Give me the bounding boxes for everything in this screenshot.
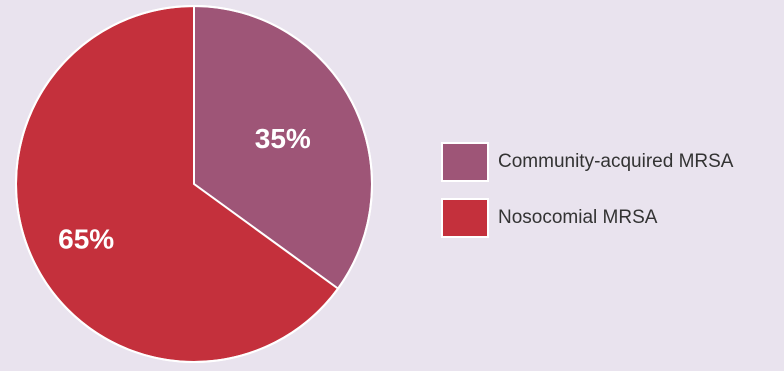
pie-outline	[15, 5, 373, 363]
pie-slice-labels: 35% 65%	[58, 123, 311, 254]
legend-label-community-acquired: Community-acquired MRSA	[498, 151, 734, 172]
legend-label-nosocomial: Nosocomial MRSA	[498, 207, 658, 228]
legend: Community-acquired MRSA Nosocomial MRSA	[441, 142, 781, 254]
legend-item-community-acquired: Community-acquired MRSA	[441, 142, 781, 186]
legend-swatch-nosocomial	[441, 198, 489, 238]
pie-slices	[15, 5, 373, 363]
pie-slice-label-community-acquired: 35%	[255, 123, 311, 154]
legend-item-nosocomial: Nosocomial MRSA	[441, 198, 781, 242]
legend-swatch-community-acquired	[441, 142, 489, 182]
pie-slice-label-nosocomial: 65%	[58, 223, 114, 254]
